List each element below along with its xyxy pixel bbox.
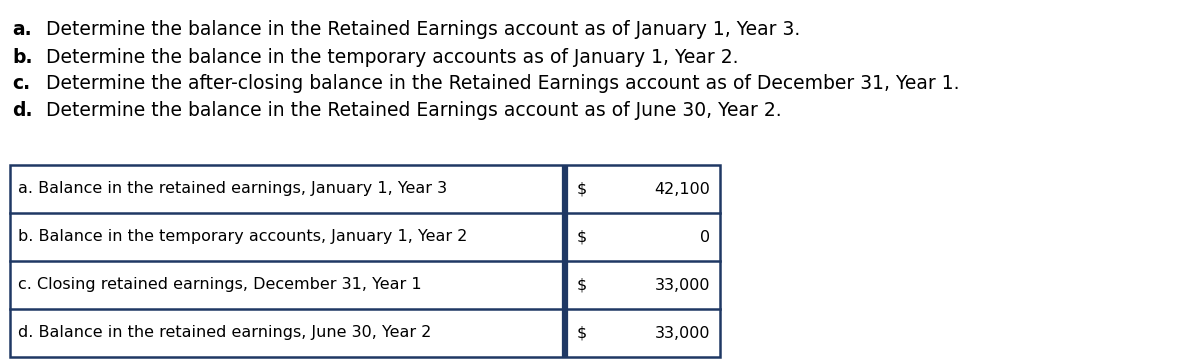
Text: b.: b. [12,48,32,67]
Text: b. Balance in the temporary accounts, January 1, Year 2: b. Balance in the temporary accounts, Ja… [18,229,467,245]
Text: $: $ [577,326,587,340]
Text: 33,000: 33,000 [654,277,710,293]
Text: Determine the balance in the temporary accounts as of January 1, Year 2.: Determine the balance in the temporary a… [34,48,738,67]
Text: d.: d. [12,101,32,120]
Text: c.: c. [12,74,30,93]
Text: 42,100: 42,100 [654,182,710,196]
Text: a. Balance in the retained earnings, January 1, Year 3: a. Balance in the retained earnings, Jan… [18,182,448,196]
Bar [10,165,720,357]
Text: $: $ [577,229,587,245]
Text: $: $ [577,182,587,196]
Text: $: $ [577,277,587,293]
Text: d. Balance in the retained earnings, June 30, Year 2: d. Balance in the retained earnings, Jun… [18,326,431,340]
Text: a.: a. [12,20,31,39]
Text: Determine the after-closing balance in the Retained Earnings account as of Decem: Determine the after-closing balance in t… [34,74,960,93]
Text: c. Closing retained earnings, December 31, Year 1: c. Closing retained earnings, December 3… [18,277,421,293]
Text: Determine the balance in the Retained Earnings account as of June 30, Year 2.: Determine the balance in the Retained Ea… [34,101,781,120]
Text: 0: 0 [700,229,710,245]
Text: Determine the balance in the Retained Earnings account as of January 1, Year 3.: Determine the balance in the Retained Ea… [34,20,800,39]
Text: 33,000: 33,000 [654,326,710,340]
